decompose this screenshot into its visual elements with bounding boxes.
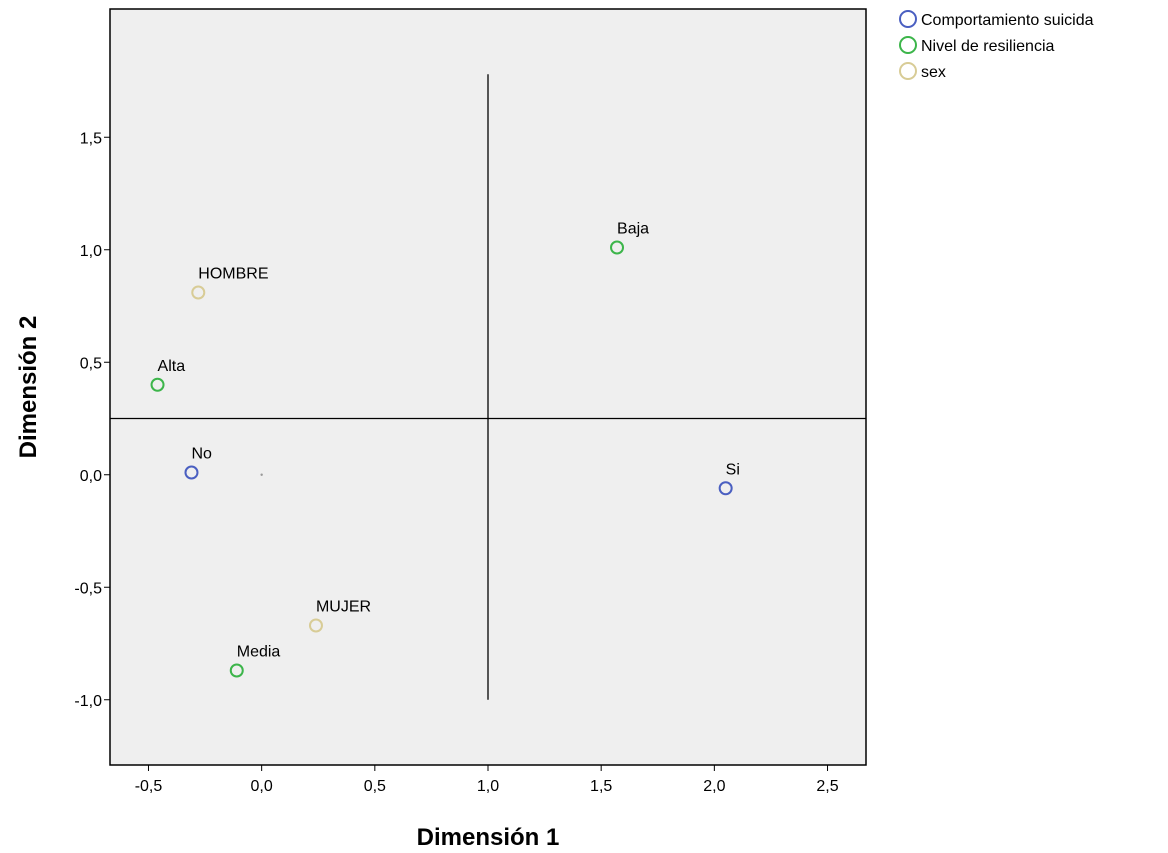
- legend-marker: [899, 62, 917, 80]
- origin-marker: [260, 473, 263, 476]
- point-marker: [610, 240, 625, 255]
- x-tick-label: 1,0: [477, 778, 499, 795]
- x-tick-label: 2,5: [816, 778, 838, 795]
- data-points: No Si Baja Alta Media HOMBRE MUJER: [150, 221, 740, 678]
- point-label: HOMBRE: [198, 266, 268, 283]
- x-tick-label: 0,0: [251, 778, 273, 795]
- x-tick-label: -0,5: [135, 778, 163, 795]
- point-label: MUJER: [316, 599, 371, 616]
- y-tick-label: 0,5: [80, 355, 102, 372]
- y-axis-title: Dimensión 2: [15, 316, 42, 459]
- point-label: Alta: [158, 358, 186, 375]
- legend: Comportamiento suicida Nivel de resilienc…: [899, 10, 1094, 81]
- point-marker: [718, 481, 733, 496]
- point-marker: [229, 663, 244, 678]
- point-marker: [308, 618, 323, 633]
- y-tick-label: 0,0: [80, 468, 102, 485]
- x-tick-label: 1,5: [590, 778, 612, 795]
- legend-marker: [899, 10, 917, 28]
- y-axis: -1,0 -0,5 0,0 0,5 1,0 1,5: [74, 130, 110, 710]
- legend-label: Nivel de resiliencia: [921, 38, 1054, 55]
- reference-lines: [110, 74, 866, 700]
- legend-marker: [899, 36, 917, 54]
- x-tick-label: 2,0: [703, 778, 725, 795]
- legend-label: Comportamiento suicida: [921, 12, 1094, 29]
- legend-label: sex: [921, 64, 946, 81]
- x-axis: -0,5 0,0 0,5 1,0 1,5 2,0 2,5: [135, 765, 839, 795]
- y-tick-label: -0,5: [74, 580, 102, 597]
- y-tick-label: -1,0: [74, 693, 102, 710]
- point-label: No: [191, 446, 212, 463]
- point-label: Media: [237, 644, 281, 661]
- x-axis-title: Dimensión 1: [417, 824, 560, 851]
- y-tick-label: 1,5: [80, 130, 102, 147]
- x-tick-label: 0,5: [364, 778, 386, 795]
- point-label: Si: [726, 461, 740, 478]
- point-marker: [150, 377, 165, 392]
- point-marker: [191, 285, 206, 300]
- point-marker: [184, 465, 199, 480]
- point-label: Baja: [617, 221, 649, 238]
- y-tick-label: 1,0: [80, 243, 102, 260]
